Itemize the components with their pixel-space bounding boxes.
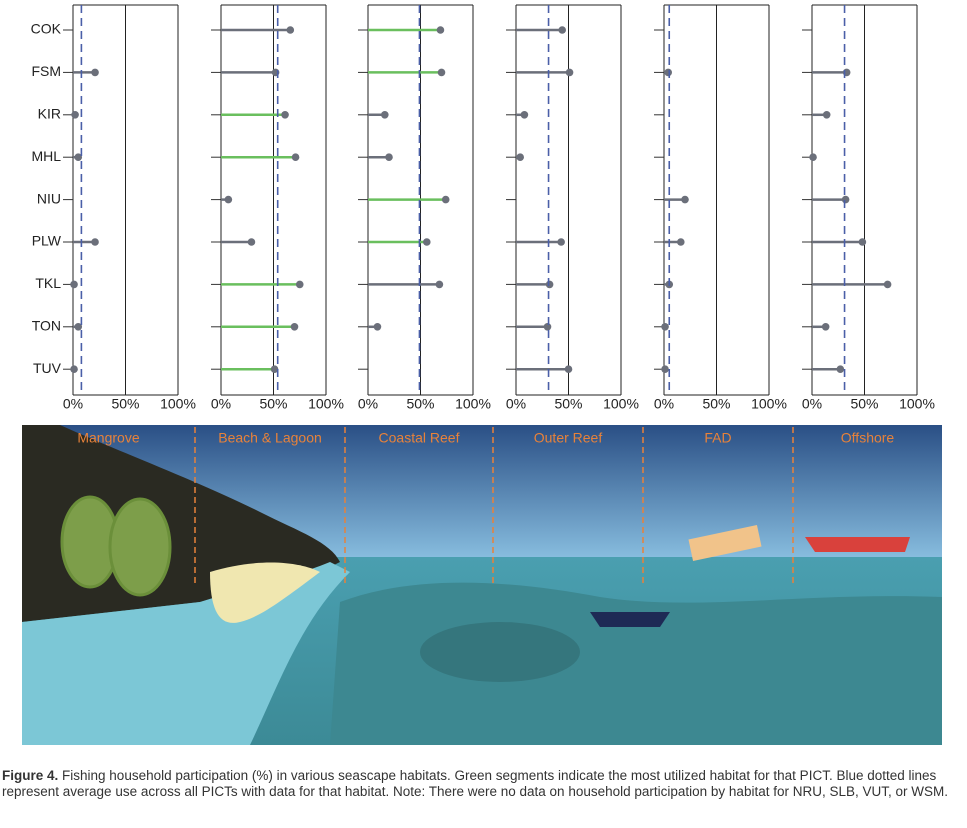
dot xyxy=(437,68,446,77)
dot xyxy=(423,238,431,246)
zone-label: Offshore xyxy=(841,430,895,446)
caption: Figure 4. Fishing household participatio… xyxy=(2,768,960,800)
dot xyxy=(545,280,554,289)
x-tick-label: 100% xyxy=(899,396,935,412)
dot xyxy=(385,153,393,161)
x-tick-label: 50% xyxy=(406,396,434,412)
y-tick-label: KIR xyxy=(38,106,61,122)
dot xyxy=(91,238,99,246)
x-tick-label: 100% xyxy=(160,396,196,412)
dot xyxy=(291,153,300,161)
dot xyxy=(74,153,83,161)
reef-slope xyxy=(330,582,942,745)
caption-text: Fishing household participation (%) in v… xyxy=(2,768,948,799)
y-tick-label: COK xyxy=(31,21,62,37)
dot xyxy=(841,195,850,204)
zone-label: Outer Reef xyxy=(534,430,603,446)
fad-raft xyxy=(688,524,762,562)
illustration: Mangrove Beach & Lagoon Coastal Reef Outer … xyxy=(22,425,942,745)
dot xyxy=(70,280,78,289)
x-tick-label: 50% xyxy=(259,396,287,412)
beach xyxy=(210,562,320,623)
caption-label: Figure 4. xyxy=(2,768,59,783)
zone-label: Mangrove xyxy=(77,430,139,446)
dot xyxy=(224,195,233,204)
y-tick-label: FSM xyxy=(31,63,61,79)
x-tick-label: 50% xyxy=(554,396,582,412)
dot xyxy=(661,323,669,331)
x-tick-label: 100% xyxy=(603,396,639,412)
dot xyxy=(516,153,524,161)
dot xyxy=(822,111,831,119)
dot xyxy=(286,26,295,34)
dot xyxy=(435,280,444,289)
dot xyxy=(677,238,685,246)
dot xyxy=(290,323,299,331)
dot xyxy=(520,111,529,119)
dot xyxy=(564,365,573,374)
x-tick-label: 100% xyxy=(751,396,787,412)
dot xyxy=(836,365,845,374)
x-tick-label: 0% xyxy=(802,396,822,412)
x-tick-label: 0% xyxy=(63,396,83,412)
dot xyxy=(381,111,389,119)
y-tick-label: PLW xyxy=(32,233,62,249)
dot xyxy=(71,111,79,119)
dot xyxy=(821,323,830,331)
dot xyxy=(91,68,99,77)
dot xyxy=(681,195,689,204)
dot xyxy=(557,238,565,246)
net xyxy=(420,622,580,682)
y-tick-label: MHL xyxy=(31,148,61,164)
dot xyxy=(247,238,256,246)
dot xyxy=(70,365,78,374)
chart: 0% 50% 100% 0% 50% 100% 0% 50% 100% 0% 50% 100% 0% 50… xyxy=(31,4,935,412)
dot xyxy=(809,153,817,161)
zone-label: Coastal Reef xyxy=(379,430,460,446)
dot xyxy=(373,323,382,331)
x-tick-label: 50% xyxy=(702,396,730,412)
boat xyxy=(805,537,910,552)
x-tick-label: 50% xyxy=(111,396,139,412)
dot xyxy=(441,195,450,204)
x-tick-label: 100% xyxy=(455,396,491,412)
dot xyxy=(558,26,566,34)
dot xyxy=(565,68,574,77)
x-tick-label: 0% xyxy=(506,396,526,412)
dot xyxy=(883,280,892,289)
boat xyxy=(590,612,670,627)
y-tick-label: NIU xyxy=(37,190,61,206)
zone-label: FAD xyxy=(704,430,731,446)
dot xyxy=(858,238,867,246)
x-tick-label: 0% xyxy=(654,396,674,412)
y-tick-label: TKL xyxy=(35,275,61,291)
dot xyxy=(281,111,289,119)
dot xyxy=(74,323,83,331)
x-tick-label: 0% xyxy=(211,396,231,412)
x-tick-label: 50% xyxy=(850,396,878,412)
dot xyxy=(664,68,672,77)
mangroves xyxy=(60,495,172,597)
dot xyxy=(436,26,445,34)
dot xyxy=(543,323,552,331)
x-tick-label: 0% xyxy=(358,396,378,412)
y-tick-label: TUV xyxy=(33,360,62,376)
x-tick-label: 100% xyxy=(308,396,344,412)
dot xyxy=(270,365,279,374)
zone-label: Beach & Lagoon xyxy=(218,430,322,446)
dot xyxy=(661,365,669,374)
y-tick-label: TON xyxy=(32,318,61,334)
dot xyxy=(295,280,304,289)
